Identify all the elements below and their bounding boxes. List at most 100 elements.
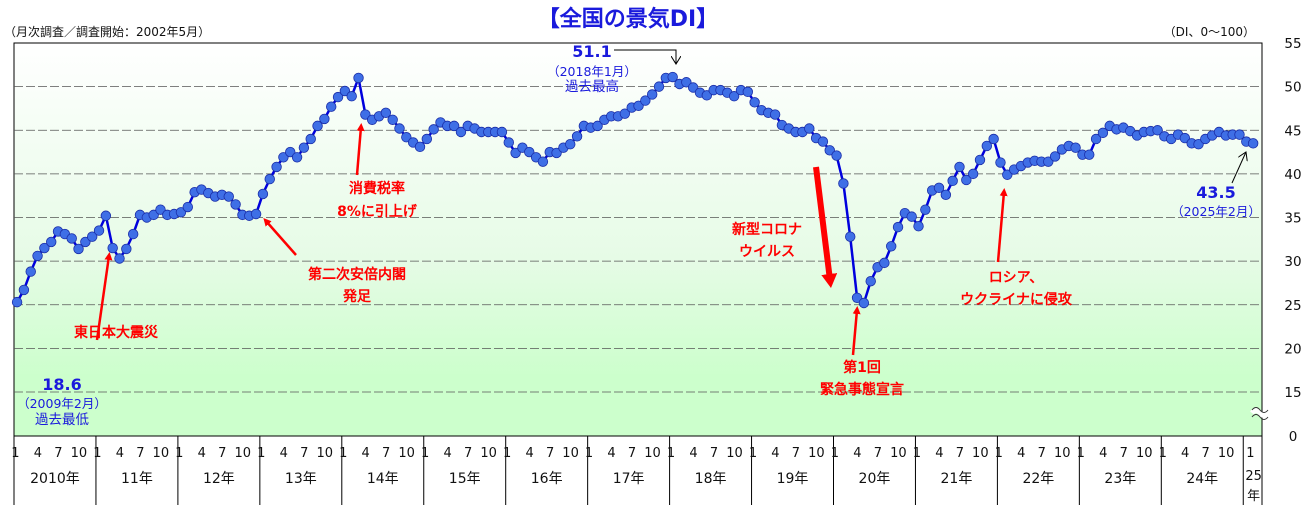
data-point [73, 243, 84, 255]
y-tick-label: 25 [1284, 298, 1301, 314]
data-point [667, 71, 678, 83]
data-point [947, 175, 958, 187]
data-point [920, 204, 931, 215]
data-point [448, 120, 460, 132]
month-tick-label: 10 [1218, 446, 1235, 461]
month-tick-label: 4 [525, 446, 533, 461]
annotation-abe: 第二次安倍内閣 発足 [263, 218, 406, 305]
data-point [80, 236, 91, 248]
data-point [66, 233, 77, 244]
data-point [46, 236, 57, 248]
y-tick-label: 50 [1284, 80, 1301, 96]
year-label: 17年 [613, 471, 645, 487]
year-label: 11年 [121, 471, 153, 487]
data-point [339, 85, 351, 97]
month-tick-label: 10 [398, 446, 415, 461]
data-point [681, 77, 692, 88]
month-tick-label: 4 [935, 446, 943, 461]
y-tick-label: 20 [1284, 341, 1301, 357]
data-point [414, 141, 426, 153]
y-tick-label: 45 [1284, 123, 1301, 139]
month-tick-label: 1 [1246, 446, 1254, 461]
month-tick-label: 7 [136, 446, 144, 461]
month-tick-label: 7 [874, 446, 882, 461]
annotation-max: 51.1 （2018年1月） 過去最高 [547, 42, 676, 95]
annotation-quake-label: 東日本大震災 [74, 324, 159, 341]
data-point [25, 266, 36, 277]
data-point [271, 161, 282, 173]
data-point [380, 107, 392, 119]
annotation-latest: 43.5 （2025年2月） [1171, 152, 1261, 219]
data-point [728, 91, 740, 102]
month-tick-label: 1 [175, 446, 183, 461]
month-tick-label: 10 [235, 446, 252, 461]
data-point [701, 90, 713, 101]
annotation-russia-label-1: ロシア、 [989, 270, 1044, 286]
y-tick-label: 40 [1284, 167, 1301, 183]
annotation-russia: ロシア、 ウクライナに侵攻 [960, 188, 1073, 308]
month-tick-label: 4 [689, 446, 697, 461]
annotation-quake: 東日本大震災 [74, 252, 159, 341]
annotation-max-label: 過去最高 [565, 78, 619, 95]
month-tick-label: 1 [749, 446, 757, 461]
data-point [961, 174, 972, 186]
annotation-abe-label-1: 第二次安倍内閣 [308, 266, 406, 283]
data-point [742, 86, 753, 98]
year-label: 12年 [203, 471, 235, 487]
annotation-russia-label-2: ウクライナに侵攻 [960, 291, 1073, 308]
data-point [291, 152, 303, 163]
data-point [121, 243, 132, 255]
data-point [838, 178, 849, 189]
data-point [906, 211, 917, 222]
data-point [633, 100, 644, 112]
data-point [858, 297, 870, 309]
data-point [865, 275, 876, 287]
data-point [749, 97, 760, 108]
data-point [571, 131, 583, 142]
data-point [394, 123, 405, 134]
annotation-covid-label-2: ウイルス [739, 244, 795, 260]
month-tick-label: 4 [198, 446, 206, 461]
month-tick-label: 1 [913, 446, 921, 461]
annotation-tax-label-2: 8%に引上げ [337, 204, 418, 220]
month-tick-label: 10 [153, 446, 170, 461]
data-point [954, 161, 965, 173]
month-tick-label: 10 [480, 446, 497, 461]
year-label: 23年 [1104, 471, 1136, 487]
month-tick-label: 10 [562, 446, 579, 461]
data-point [175, 207, 187, 218]
month-tick-label: 1 [1159, 446, 1167, 461]
month-tick-label: 4 [771, 446, 779, 461]
month-tick-label: 7 [54, 446, 62, 461]
data-point [387, 114, 398, 125]
data-point [353, 72, 364, 84]
data-point [1084, 149, 1095, 160]
chart-title: 【全国の景気DI】 [538, 6, 718, 32]
month-tick-label: 7 [1120, 446, 1128, 461]
annotation-latest-value: 43.5 [1196, 183, 1235, 202]
y-tick-label: 35 [1284, 211, 1301, 227]
y-tick-label: 15 [1284, 385, 1301, 401]
annotation-max-date: （2018年1月） [547, 64, 637, 79]
y-tick-label: 0 [1289, 429, 1298, 445]
data-point [18, 284, 30, 296]
data-point [32, 250, 43, 262]
data-point [988, 133, 999, 145]
month-tick-label: 1 [585, 446, 593, 461]
data-point [1193, 139, 1204, 150]
data-point [1097, 127, 1109, 139]
data-point [264, 173, 275, 185]
annotation-covid: 新型コロナ ウイルス [732, 166, 838, 288]
month-tick-label: 7 [464, 446, 472, 461]
y-tick-label: 55 [1284, 36, 1301, 52]
month-tick-label: 10 [644, 446, 661, 461]
month-tick-label: 4 [116, 446, 124, 461]
month-tick-label: 10 [71, 446, 88, 461]
data-point [845, 231, 856, 242]
year-label: 15年 [449, 471, 481, 487]
data-point [332, 91, 344, 103]
data-point [537, 156, 549, 167]
data-point [319, 113, 330, 125]
data-point [1043, 156, 1054, 167]
